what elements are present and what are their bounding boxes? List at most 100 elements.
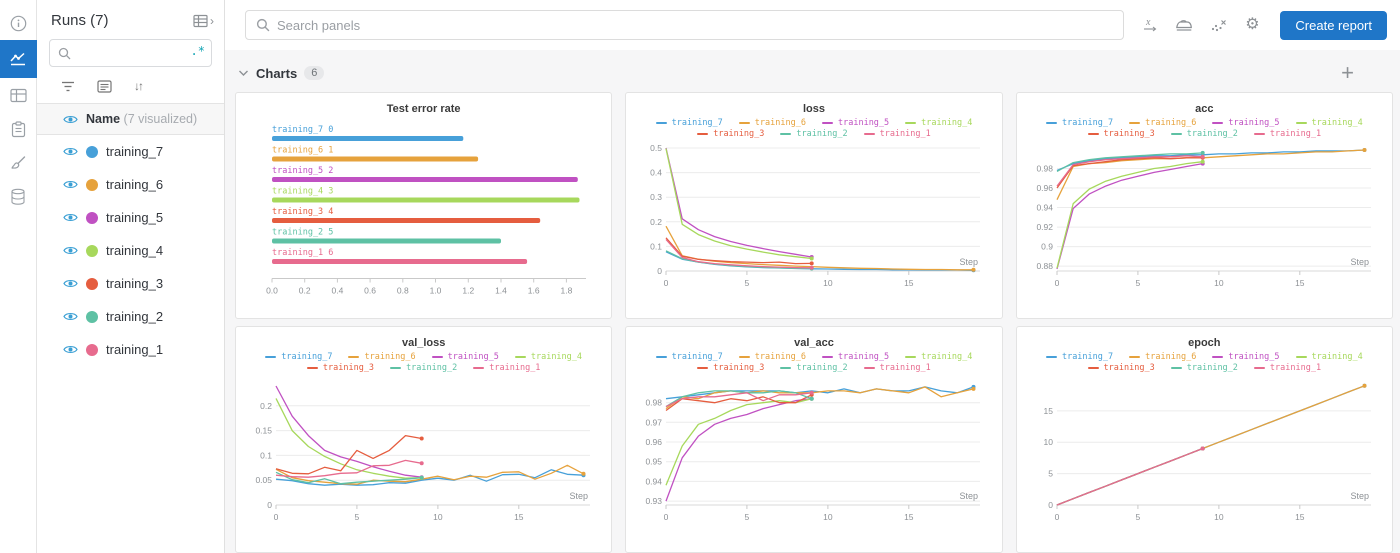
outlier-scatter-icon[interactable] <box>1208 15 1228 35</box>
run-color-dot[interactable] <box>86 145 98 158</box>
legend-item-training_4[interactable]: training_4 <box>1295 118 1363 128</box>
eye-icon[interactable] <box>63 278 78 289</box>
svg-text:0: 0 <box>267 500 272 510</box>
create-report-button[interactable]: Create report <box>1280 10 1387 40</box>
svg-text:15: 15 <box>1043 406 1053 416</box>
legend-item-training_4[interactable]: training_4 <box>905 352 972 362</box>
legend-item-training_5[interactable]: training_5 <box>1212 352 1280 362</box>
filter-icon[interactable] <box>61 81 75 92</box>
legend-item-training_7[interactable]: training_7 <box>655 118 723 128</box>
charts-section-label[interactable]: Charts <box>256 65 298 81</box>
eye-icon[interactable] <box>63 212 78 223</box>
chevron-down-icon[interactable] <box>238 69 249 77</box>
svg-text:0: 0 <box>1054 512 1059 522</box>
legend-item-training_3[interactable]: training_3 <box>1087 363 1155 373</box>
x-axis-icon[interactable]: x <box>1140 15 1160 35</box>
run-row-training_3[interactable]: training_3 <box>37 267 224 300</box>
legend-item-training_1[interactable]: training_1 <box>473 363 540 373</box>
run-color-dot[interactable] <box>86 277 98 290</box>
panel-card-val_acc[interactable]: val_acc training_7 training_6 training_5 tra… <box>625 326 1003 553</box>
eye-icon[interactable] <box>63 311 78 322</box>
run-row-training_4[interactable]: training_4 <box>37 234 224 267</box>
runs-search-input[interactable] <box>71 46 191 60</box>
legend-item-training_6[interactable]: training_6 <box>348 352 416 362</box>
legend-item-training_7[interactable]: training_7 <box>1045 118 1113 128</box>
legend-item-training_3[interactable]: training_3 <box>306 363 374 373</box>
run-name-label: training_3 <box>106 276 164 291</box>
run-color-dot[interactable] <box>86 178 98 191</box>
legend-item-training_5[interactable]: training_5 <box>1212 118 1280 128</box>
svg-text:x: x <box>1145 17 1151 28</box>
run-color-dot[interactable] <box>86 343 98 356</box>
legend-item-training_7[interactable]: training_7 <box>655 352 723 362</box>
svg-text:15: 15 <box>1295 278 1305 288</box>
panel-search-input[interactable] <box>277 17 1114 33</box>
legend-item-training_2[interactable]: training_2 <box>780 129 848 139</box>
brush-icon[interactable] <box>0 146 37 180</box>
regex-toggle[interactable]: .* <box>190 44 205 58</box>
panel-card-val_loss[interactable]: val_loss training_7 training_6 training_5 tr… <box>235 326 613 553</box>
legend-item-training_6[interactable]: training_6 <box>738 352 806 362</box>
eye-icon[interactable] <box>63 245 78 256</box>
run-row-training_5[interactable]: training_5 <box>37 201 224 234</box>
legend-item-training_3[interactable]: training_3 <box>697 129 764 139</box>
legend-item-training_3[interactable]: training_3 <box>697 363 764 373</box>
notes-icon[interactable] <box>97 79 112 93</box>
settings-gear-icon[interactable]: ⚙ <box>1245 16 1260 33</box>
run-row-training_2[interactable]: training_2 <box>37 300 224 333</box>
panel-card-loss[interactable]: loss training_7 training_6 training_5 traini… <box>625 92 1003 319</box>
legend-item-training_4[interactable]: training_4 <box>1295 352 1363 362</box>
legend-item-training_5[interactable]: training_5 <box>821 118 889 128</box>
eye-icon[interactable] <box>63 179 78 190</box>
run-color-dot[interactable] <box>86 244 98 257</box>
legend-item-training_6[interactable]: training_6 <box>738 118 806 128</box>
line-chart-icon[interactable] <box>0 40 37 78</box>
legend-item-training_7[interactable]: training_7 <box>1045 352 1113 362</box>
legend-item-training_5[interactable]: training_5 <box>431 352 499 362</box>
eye-icon[interactable] <box>63 344 78 355</box>
panel-card-epoch[interactable]: epoch training_7 training_6 training_5 train… <box>1015 326 1393 553</box>
database-icon[interactable] <box>0 180 37 214</box>
clipboard-icon[interactable] <box>0 112 37 146</box>
svg-text:0: 0 <box>1054 278 1059 288</box>
runs-table-expand-button[interactable]: › <box>193 14 214 28</box>
run-row-training_1[interactable]: training_1 <box>37 333 224 366</box>
legend-item-training_5[interactable]: training_5 <box>821 352 889 362</box>
legend-item-training_1[interactable]: training_1 <box>863 129 931 139</box>
legend-item-training_1[interactable]: training_1 <box>1253 129 1321 139</box>
legend-dash <box>431 356 443 358</box>
legend-item-training_1[interactable]: training_1 <box>1253 363 1321 373</box>
runs-search: .* <box>49 39 212 67</box>
legend-dash <box>863 133 875 135</box>
legend-item-training_6[interactable]: training_6 <box>1129 118 1196 128</box>
run-row-training_7[interactable]: training_7 <box>37 135 224 168</box>
legend-item-training_7[interactable]: training_7 <box>265 352 332 362</box>
eye-icon[interactable] <box>63 146 78 157</box>
legend-item-training_2[interactable]: training_2 <box>1170 363 1238 373</box>
svg-text:15: 15 <box>1295 512 1305 522</box>
svg-text:0.9: 0.9 <box>1041 242 1053 252</box>
legend-item-training_3[interactable]: training_3 <box>1087 129 1155 139</box>
legend-item-training_2[interactable]: training_2 <box>780 363 848 373</box>
add-panel-button[interactable]: + <box>1341 60 1354 85</box>
info-icon[interactable] <box>0 6 37 40</box>
run-color-dot[interactable] <box>86 310 98 323</box>
panel-card-acc[interactable]: acc training_7 training_6 training_5 trainin… <box>1015 92 1393 319</box>
legend-item-training_2[interactable]: training_2 <box>390 363 457 373</box>
sort-icon[interactable]: ↓↑ <box>134 79 144 93</box>
smoothing-iron-icon[interactable] <box>1174 15 1194 35</box>
legend-item-training_2[interactable]: training_2 <box>1170 129 1238 139</box>
legend-item-training_6[interactable]: training_6 <box>1129 352 1196 362</box>
svg-text:0.96: 0.96 <box>646 437 663 447</box>
run-row-training_6[interactable]: training_6 <box>37 168 224 201</box>
chart-legend: training_7 training_6 training_5 training_4… <box>636 352 991 373</box>
run-name-label: training_7 <box>106 144 164 159</box>
legend-item-training_4[interactable]: training_4 <box>905 118 972 128</box>
legend-dash <box>265 356 277 358</box>
run-color-dot[interactable] <box>86 211 98 224</box>
legend-item-training_4[interactable]: training_4 <box>514 352 582 362</box>
legend-item-training_1[interactable]: training_1 <box>863 363 931 373</box>
legend-dash <box>738 122 750 124</box>
table-icon[interactable] <box>0 78 37 112</box>
